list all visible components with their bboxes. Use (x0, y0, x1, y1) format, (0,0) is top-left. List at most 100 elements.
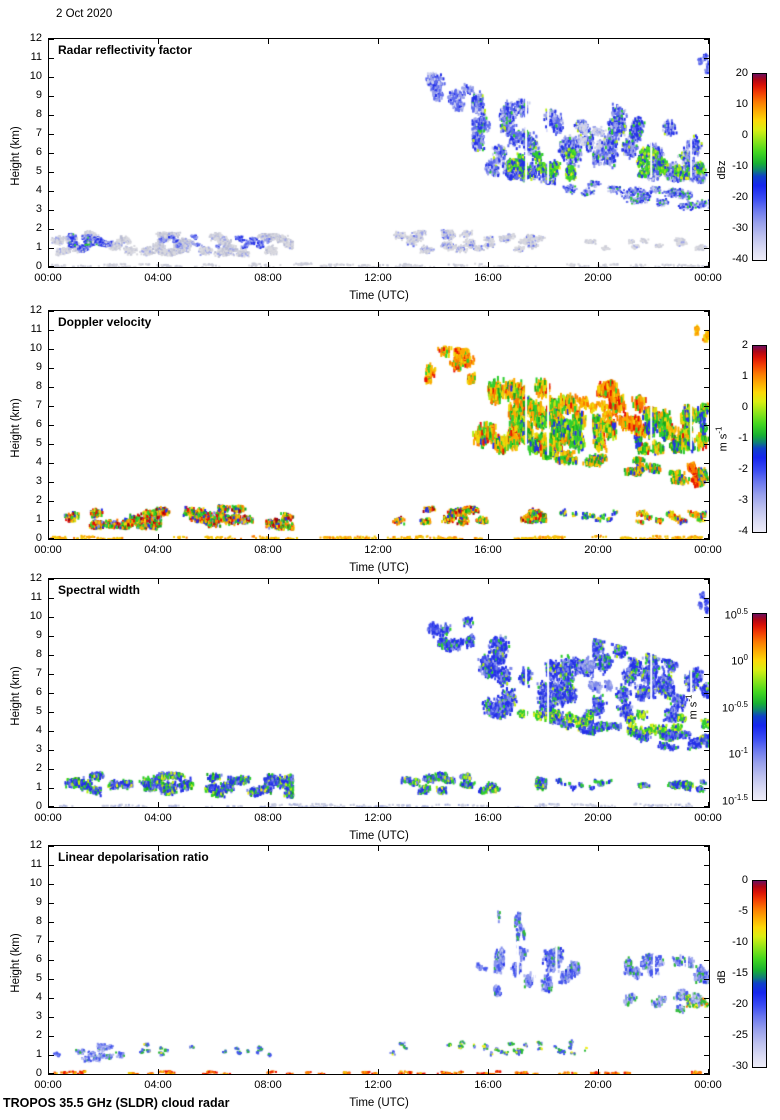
y-tick-mark (704, 788, 709, 789)
y-tick-label: 1 (35, 513, 42, 525)
y-tick-mark (704, 960, 709, 961)
x-tick-label: 00:00 (694, 272, 722, 284)
y-tick-label: 8 (35, 648, 42, 660)
x-axis-label: Time (UTC) (349, 1097, 409, 1109)
x-tick-label: 00:00 (34, 1079, 62, 1091)
x-tick-mark (48, 262, 49, 267)
x-tick-mark (708, 579, 709, 584)
y-tick-label: 8 (35, 915, 42, 927)
x-tick-label: 12:00 (364, 1079, 392, 1091)
x-tick-mark (488, 262, 489, 267)
y-tick-label: 11 (30, 323, 42, 335)
x-axis-label: Time (UTC) (349, 290, 409, 302)
y-tick-label: 10 (29, 342, 42, 354)
x-tick-label: 08:00 (254, 812, 282, 824)
y-tick-label: 10 (29, 610, 42, 622)
x-tick-mark (378, 39, 379, 44)
colorbar-tick-label: -3 (738, 493, 748, 506)
y-tick-mark (704, 210, 709, 211)
y-tick-mark (49, 941, 54, 942)
colorbar: m s-1 100.5 100 10-0.5 10-1 10-1.5 (684, 607, 780, 807)
x-tick-mark (268, 311, 269, 316)
x-tick-mark (158, 802, 159, 807)
heatmap-canvas (49, 846, 709, 1074)
y-tick-mark (704, 674, 709, 675)
y-tick-mark (704, 39, 709, 40)
x-tick-label: 00:00 (694, 1079, 722, 1091)
colorbar-tick-label: 10-1 (728, 746, 748, 761)
x-tick-mark (598, 534, 599, 539)
x-tick-label: 00:00 (34, 544, 62, 556)
y-tick-mark (704, 1055, 709, 1056)
x-tick-mark (378, 311, 379, 316)
y-tick-mark (49, 846, 54, 847)
x-tick-mark (598, 579, 599, 584)
y-tick-label: 11 (30, 51, 42, 63)
x-tick-mark (268, 534, 269, 539)
colorbar-tick-label: -2 (738, 462, 748, 475)
y-tick-mark (704, 865, 709, 866)
y-tick-label: 6 (35, 686, 42, 698)
x-tick-label: 16:00 (474, 1079, 502, 1091)
x-tick-label: 04:00 (144, 272, 172, 284)
y-tick-mark (704, 979, 709, 980)
y-tick-label: 2 (35, 222, 42, 234)
x-tick-label: 04:00 (144, 812, 172, 824)
colorbar-tick-label: -15 (732, 966, 748, 979)
x-tick-mark (488, 579, 489, 584)
plot-area: Spectral width (48, 578, 710, 808)
y-tick-mark (704, 266, 709, 267)
y-tick-mark (49, 311, 54, 312)
y-tick-label: 0 (35, 260, 42, 272)
y-tick-label: 12 (29, 839, 42, 851)
x-tick-mark (268, 802, 269, 807)
y-tick-label: 9 (35, 361, 42, 373)
x-tick-mark (488, 802, 489, 807)
y-tick-label: 1 (35, 781, 42, 793)
y-tick-mark (49, 712, 54, 713)
y-tick-mark (704, 153, 709, 154)
y-tick-mark (49, 248, 54, 249)
y-tick-mark (49, 1036, 54, 1037)
y-tick-label: 10 (29, 877, 42, 889)
colorbar-tick-label: 100 (731, 653, 748, 668)
x-tick-label: 04:00 (144, 1079, 172, 1091)
y-tick-label: 5 (35, 972, 42, 984)
x-tick-mark (48, 579, 49, 584)
y-tick-mark (49, 693, 54, 694)
colorbar-tick-label: 100.5 (724, 606, 748, 622)
y-tick-mark (704, 406, 709, 407)
x-tick-mark (708, 39, 709, 44)
x-tick-label: 12:00 (364, 812, 392, 824)
colorbar-tick-label: -1 (738, 431, 748, 444)
y-tick-mark (49, 598, 54, 599)
y-tick-mark (49, 229, 54, 230)
panel-title: Linear depolarisation ratio (58, 850, 209, 864)
x-tick-label: 00:00 (34, 272, 62, 284)
x-tick-mark (708, 534, 709, 539)
colorbar: dBz 20 10 0 -10 -20 -30 -40 (684, 67, 780, 265)
colorbar-gradient (752, 345, 767, 533)
y-tick-mark (49, 617, 54, 618)
y-tick-mark (704, 1017, 709, 1018)
y-tick-label: 4 (35, 184, 42, 196)
x-tick-label: 00:00 (694, 812, 722, 824)
y-tick-mark (704, 444, 709, 445)
y-tick-mark (49, 674, 54, 675)
y-tick-mark (704, 96, 709, 97)
colorbar-tick-label: -10 (732, 935, 748, 948)
y-tick-mark (704, 520, 709, 521)
y-tick-mark (49, 884, 54, 885)
instrument-footer-label: TROPOS 35.5 GHz (SLDR) cloud radar (3, 1096, 230, 1110)
panel-title: Spectral width (58, 583, 141, 597)
x-tick-mark (158, 846, 159, 851)
colorbar-tick-label: 0 (741, 128, 748, 141)
x-tick-label: 00:00 (694, 544, 722, 556)
x-tick-mark (488, 846, 489, 851)
colorbar: m s-1 2 1 0 -1 -2 -3 -4 (684, 339, 780, 537)
y-tick-label: 12 (29, 304, 42, 316)
x-tick-label: 16:00 (474, 544, 502, 556)
y-tick-mark (704, 501, 709, 502)
y-tick-mark (704, 903, 709, 904)
